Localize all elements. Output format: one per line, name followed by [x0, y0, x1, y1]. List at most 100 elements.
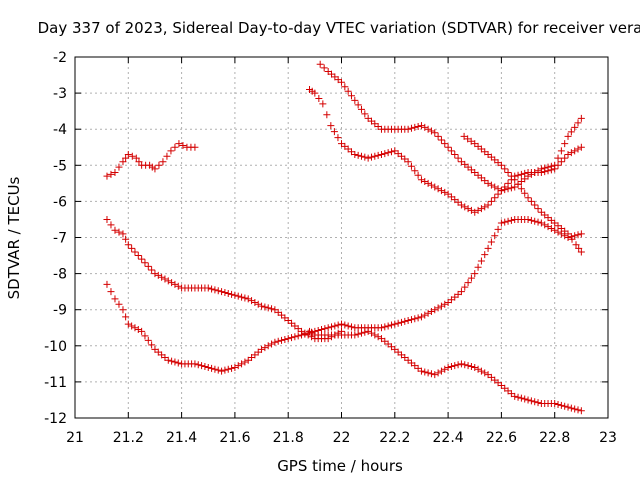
data-point — [228, 364, 236, 372]
data-point — [327, 122, 335, 130]
data-point — [527, 197, 535, 205]
data-point — [291, 333, 299, 341]
series-track-b — [103, 215, 345, 343]
x-tick-label: 21.2 — [113, 430, 144, 446]
data-point — [198, 362, 206, 370]
data-point — [531, 169, 539, 177]
data-point — [404, 317, 412, 325]
data-point — [211, 365, 219, 373]
data-point — [461, 283, 469, 291]
y-tick-label: -2 — [53, 50, 67, 66]
data-point — [561, 402, 569, 410]
data-point — [534, 218, 542, 226]
data-point — [115, 228, 123, 236]
data-point — [441, 188, 449, 196]
data-point — [501, 218, 509, 226]
data-point — [354, 330, 362, 338]
data-point — [132, 154, 140, 162]
data-point — [431, 371, 439, 379]
data-point — [441, 300, 449, 308]
data-point — [477, 367, 485, 375]
data-point — [107, 170, 115, 178]
data-point — [577, 143, 585, 151]
x-tick-label: 22 — [333, 430, 351, 446]
data-point — [364, 154, 372, 162]
data-point — [564, 403, 572, 411]
data-point — [477, 205, 485, 213]
y-tick-label: -10 — [44, 339, 67, 355]
data-point — [577, 407, 585, 415]
data-point — [301, 330, 309, 338]
data-point — [464, 135, 472, 143]
data-point — [171, 143, 179, 151]
data-point — [374, 333, 382, 341]
data-point — [424, 369, 432, 377]
data-point — [264, 304, 272, 312]
data-point — [457, 288, 465, 296]
data-point — [224, 365, 232, 373]
data-point — [434, 185, 442, 193]
x-axis-label: GPS time / hours — [277, 457, 403, 475]
x-tick-label: 21 — [66, 430, 84, 446]
data-point — [524, 172, 532, 180]
data-point — [541, 221, 549, 229]
data-point — [411, 315, 419, 323]
data-point — [467, 206, 475, 214]
data-point — [364, 327, 372, 335]
data-point — [411, 167, 419, 175]
data-point — [511, 392, 519, 400]
data-point — [119, 306, 127, 314]
x-tick-label: 22.4 — [433, 430, 464, 446]
data-point — [574, 119, 582, 127]
data-point — [497, 161, 505, 169]
data-point — [467, 274, 475, 282]
data-point — [474, 206, 482, 214]
data-point — [119, 158, 127, 166]
data-point — [531, 217, 539, 225]
data-point — [481, 203, 489, 211]
data-point — [134, 326, 142, 334]
data-point — [234, 362, 242, 370]
data-point — [531, 201, 539, 209]
data-point — [221, 289, 229, 297]
data-point — [268, 305, 276, 313]
data-point — [320, 64, 328, 72]
axis-ticks: 21 21.2 21.4 21.6 21.8 22 22.2 22.4 22.6 22.8 23 -1… — [44, 50, 617, 446]
data-point — [258, 345, 266, 353]
data-point — [175, 140, 183, 148]
data-point — [281, 335, 289, 343]
x-tick-label: 23 — [599, 430, 617, 446]
data-point — [164, 277, 172, 285]
data-point — [134, 252, 142, 260]
data-point — [414, 314, 422, 322]
data-point — [441, 140, 449, 148]
data-point — [517, 185, 525, 193]
data-point — [491, 232, 499, 240]
y-tick-label: -8 — [53, 267, 67, 283]
data-point — [107, 221, 115, 229]
data-point — [241, 358, 249, 366]
data-point — [251, 298, 259, 306]
data-point — [494, 225, 502, 233]
data-marks — [103, 60, 585, 415]
data-point — [214, 287, 222, 295]
data-point — [484, 179, 492, 187]
data-point — [211, 286, 219, 294]
data-point — [577, 230, 585, 238]
data-point — [264, 342, 272, 350]
data-point — [394, 319, 402, 327]
grid-lines — [75, 57, 608, 418]
data-point — [407, 124, 415, 132]
data-point — [574, 145, 582, 153]
data-point — [238, 293, 246, 301]
data-point — [577, 248, 585, 256]
data-point — [194, 361, 202, 369]
data-point — [421, 368, 429, 376]
data-point — [517, 170, 525, 178]
data-point — [571, 147, 579, 155]
data-point — [421, 311, 429, 319]
data-point — [504, 169, 512, 177]
data-point — [577, 114, 585, 122]
data-point — [527, 170, 535, 178]
data-point — [524, 396, 532, 404]
